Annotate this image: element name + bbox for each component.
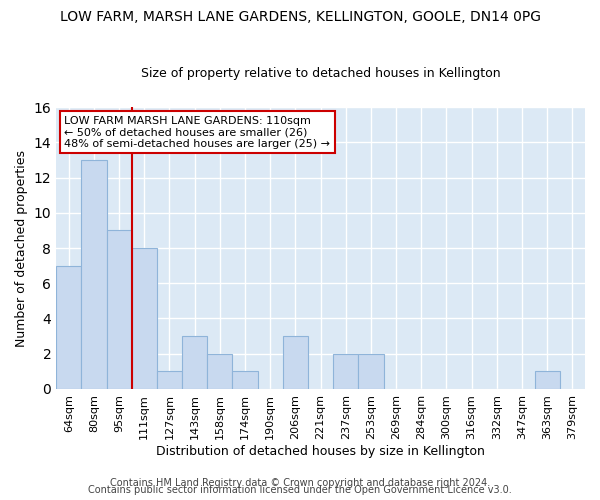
Bar [107,230,132,389]
Bar [232,372,257,389]
Title: Size of property relative to detached houses in Kellington: Size of property relative to detached ho… [141,66,500,80]
Bar [333,354,358,389]
Bar [182,336,207,389]
Text: LOW FARM MARSH LANE GARDENS: 110sqm
← 50% of detached houses are smaller (26)
48: LOW FARM MARSH LANE GARDENS: 110sqm ← 50… [64,116,330,148]
Bar [207,354,232,389]
Text: LOW FARM, MARSH LANE GARDENS, KELLINGTON, GOOLE, DN14 0PG: LOW FARM, MARSH LANE GARDENS, KELLINGTON… [59,10,541,24]
Text: Contains public sector information licensed under the Open Government Licence v3: Contains public sector information licen… [88,485,512,495]
Bar [56,266,82,389]
Bar [535,372,560,389]
Bar [358,354,383,389]
Y-axis label: Number of detached properties: Number of detached properties [15,150,28,346]
Text: Contains HM Land Registry data © Crown copyright and database right 2024.: Contains HM Land Registry data © Crown c… [110,478,490,488]
Bar [157,372,182,389]
X-axis label: Distribution of detached houses by size in Kellington: Distribution of detached houses by size … [156,444,485,458]
Bar [283,336,308,389]
Bar [132,248,157,389]
Bar [82,160,107,389]
